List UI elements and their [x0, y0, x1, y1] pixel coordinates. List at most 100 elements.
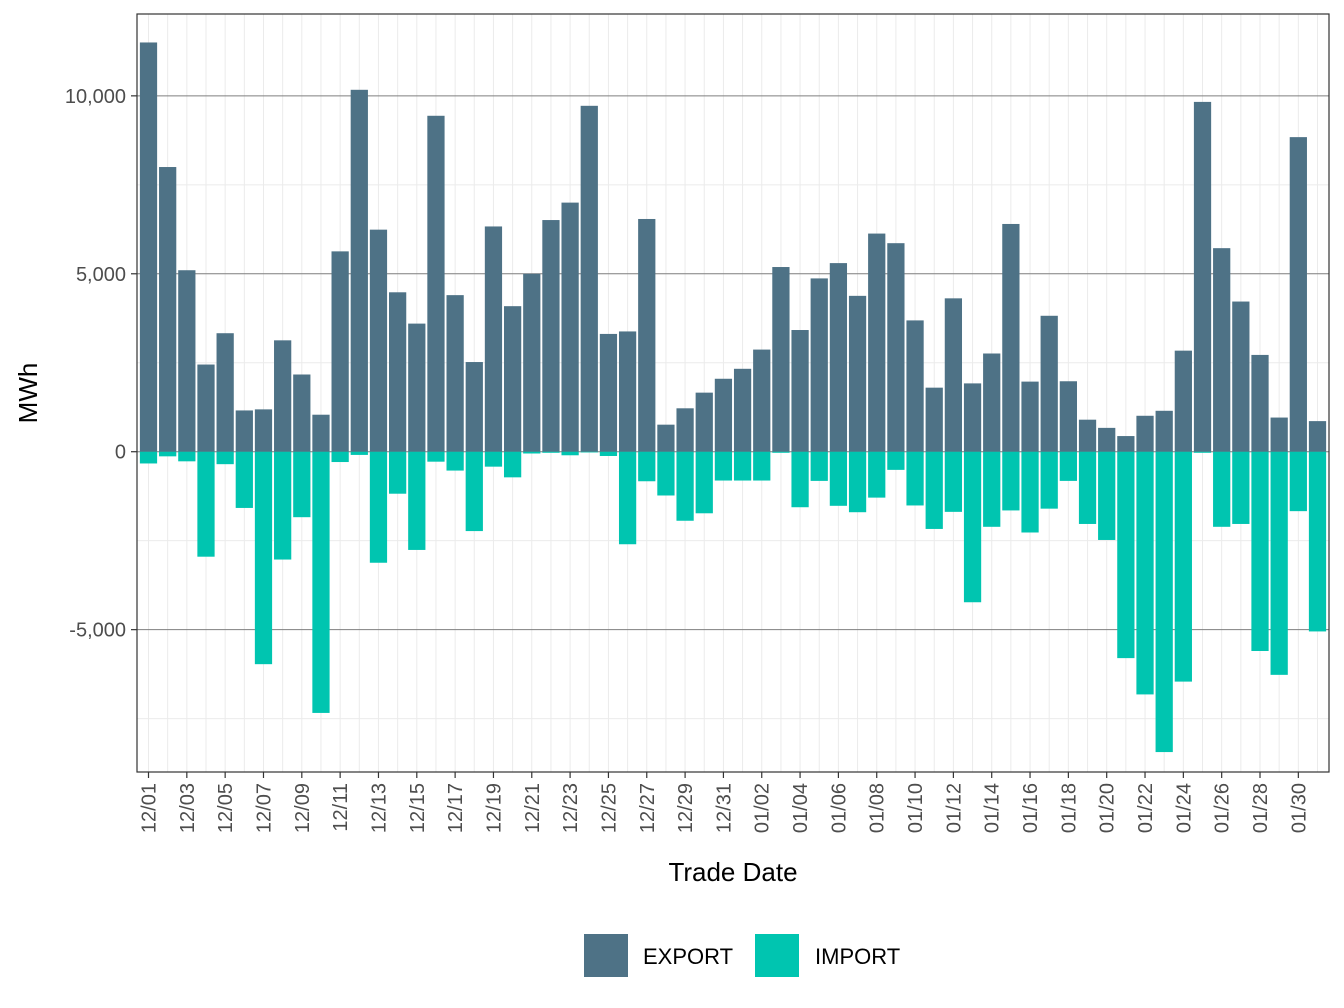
bar-export-12-31	[714, 378, 733, 452]
x-tick-label: 12/31	[713, 783, 735, 833]
bar-export-01-13	[963, 383, 982, 452]
bar-import-01-22	[1136, 451, 1154, 695]
bar-import-01-06	[829, 451, 848, 506]
bar-export-12-25	[599, 333, 618, 452]
bar-import-01-11	[925, 451, 943, 529]
bar-import-12-20	[503, 451, 522, 478]
bar-export-12-07	[254, 409, 273, 452]
x-tick-label: 12/17	[445, 783, 467, 833]
bar-import-01-04	[791, 451, 809, 508]
y-tick-label: 0	[115, 442, 126, 464]
bar-import-12-06	[235, 451, 253, 508]
bar-import-01-30	[1289, 451, 1307, 512]
bar-export-12-24	[580, 105, 598, 452]
bar-export-12-30	[695, 392, 713, 452]
x-tick-label: 01/16	[1020, 783, 1042, 833]
plot-panel-border	[136, 13, 1330, 773]
bar-export-12-21	[523, 273, 541, 452]
x-tick-label: 01/10	[905, 783, 927, 833]
legend: EXPORT IMPORT	[584, 934, 900, 977]
bar-export-01-02	[753, 349, 771, 452]
bar-import-12-01	[139, 451, 158, 464]
bar-import-12-18	[465, 451, 483, 532]
bar-import-12-19	[484, 451, 503, 467]
bar-export-12-13	[369, 229, 388, 452]
bar-import-01-05	[810, 451, 828, 481]
x-tick-label: 12/03	[177, 783, 199, 833]
bar-export-12-11	[331, 251, 349, 452]
bar-export-12-20	[503, 306, 522, 452]
bar-export-12-03	[178, 270, 196, 452]
bar-import-12-21	[523, 451, 541, 454]
x-tick-label: 01/20	[1097, 783, 1119, 833]
bar-export-01-17	[1040, 315, 1058, 452]
bar-import-12-17	[446, 451, 464, 471]
bar-export-01-05	[810, 278, 828, 452]
x-tick-label: 01/04	[790, 783, 812, 833]
bar-import-01-18	[1059, 451, 1077, 481]
x-tick-label: 12/19	[483, 783, 505, 833]
bar-export-12-26	[618, 331, 637, 452]
bar-export-01-28	[1251, 354, 1269, 452]
bar-import-12-07	[254, 451, 273, 665]
bar-import-12-15	[408, 451, 426, 550]
bar-export-12-15	[408, 323, 426, 452]
bar-export-12-28	[657, 424, 675, 452]
x-tick-label: 12/09	[292, 783, 314, 833]
bar-export-01-03	[772, 267, 790, 452]
x-axis-title: Trade Date	[668, 857, 797, 887]
bar-export-01-01	[733, 368, 752, 452]
bar-import-12-30	[695, 451, 713, 514]
bar-import-12-31	[714, 451, 733, 481]
bar-import-01-17	[1040, 451, 1058, 509]
bar-import-01-12	[944, 451, 963, 512]
bar-export-01-15	[1002, 223, 1020, 452]
x-tick-label: 12/01	[138, 783, 160, 833]
x-tick-label: 12/13	[368, 783, 390, 833]
bar-import-01-14	[983, 451, 1001, 527]
bar-import-12-13	[369, 451, 388, 563]
bar-import-01-25	[1193, 451, 1212, 453]
bar-export-12-14	[389, 292, 407, 452]
x-tick-label: 01/28	[1250, 783, 1272, 833]
bar-import-01-24	[1174, 451, 1192, 682]
bar-export-01-06	[829, 263, 848, 452]
bar-export-12-19	[484, 226, 503, 452]
bar-import-12-14	[389, 451, 407, 494]
x-tick-label: 12/05	[215, 783, 237, 833]
x-tick-label: 01/06	[828, 783, 850, 833]
bar-import-01-27	[1232, 451, 1250, 524]
bar-import-12-23	[561, 451, 579, 456]
bar-export-12-02	[159, 167, 177, 452]
bar-import-01-10	[906, 451, 924, 506]
bar-import-01-31	[1308, 451, 1327, 632]
bars	[139, 42, 1327, 753]
bar-import-12-12	[350, 451, 368, 455]
bar-export-01-26	[1213, 248, 1231, 452]
bar-export-01-11	[925, 387, 943, 452]
bar-import-12-28	[657, 451, 675, 496]
bar-export-01-10	[906, 320, 924, 452]
bar-import-12-09	[293, 451, 311, 518]
bar-import-12-03	[178, 451, 196, 462]
bar-import-12-29	[676, 451, 694, 521]
legend-key-import	[755, 934, 799, 977]
bar-export-12-18	[465, 362, 483, 452]
bar-import-01-02	[753, 451, 771, 481]
bar-export-01-25	[1193, 101, 1212, 452]
bar-import-01-29	[1270, 451, 1288, 675]
bar-export-01-27	[1232, 301, 1250, 452]
x-tick-label: 12/23	[560, 783, 582, 833]
bar-import-01-07	[848, 451, 867, 513]
bar-export-01-18	[1059, 381, 1077, 452]
bar-export-01-12	[944, 298, 963, 452]
x-tick-label: 01/26	[1212, 783, 1234, 833]
x-tick-label: 01/22	[1135, 783, 1157, 833]
bar-import-12-10	[312, 451, 330, 713]
bar-export-01-16	[1021, 381, 1039, 452]
bar-export-01-29	[1270, 417, 1288, 452]
legend-key-export	[584, 934, 628, 977]
y-tick-label: 10,000	[65, 86, 126, 108]
bar-import-01-16	[1021, 451, 1039, 533]
